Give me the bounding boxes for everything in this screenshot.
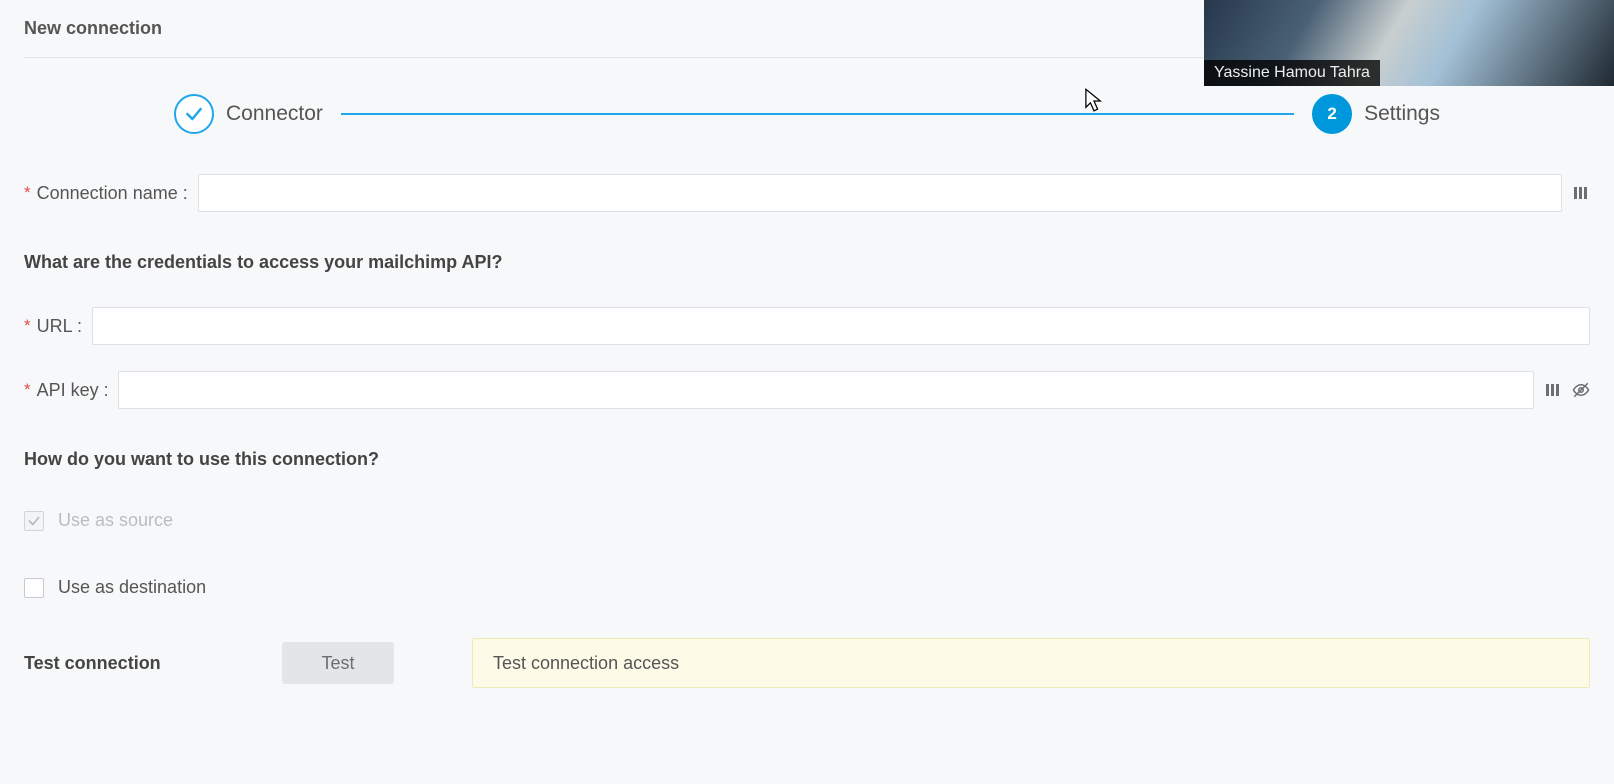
required-marker: * bbox=[24, 380, 31, 400]
step-connector[interactable]: Connector bbox=[174, 94, 323, 134]
url-label: URL : bbox=[37, 316, 82, 337]
step-settings[interactable]: 2 Settings bbox=[1312, 94, 1440, 134]
test-button[interactable]: Test bbox=[282, 642, 394, 684]
connection-name-input[interactable] bbox=[198, 174, 1562, 212]
video-overlay: Yassine Hamou Tahra bbox=[1204, 0, 1614, 86]
url-row: * URL : bbox=[24, 307, 1590, 345]
use-as-destination-checkbox[interactable] bbox=[24, 578, 44, 598]
step-settings-label: Settings bbox=[1364, 102, 1440, 126]
participant-name-tag: Yassine Hamou Tahra bbox=[1204, 60, 1380, 86]
test-connection-title: Test connection bbox=[24, 653, 282, 674]
connection-name-label: Connection name : bbox=[37, 183, 188, 204]
step-connector-label: Connector bbox=[226, 102, 323, 126]
columns-icon[interactable] bbox=[1572, 184, 1590, 202]
test-connection-row: Test connection Test Test connection acc… bbox=[24, 638, 1590, 688]
api-key-input[interactable] bbox=[118, 371, 1534, 409]
credentials-question: What are the credentials to access your … bbox=[24, 252, 1590, 273]
columns-icon[interactable] bbox=[1544, 381, 1562, 399]
step-connector-circle bbox=[174, 94, 214, 134]
step-settings-circle: 2 bbox=[1312, 94, 1352, 134]
use-as-destination-label: Use as destination bbox=[58, 577, 206, 598]
check-icon bbox=[184, 104, 204, 124]
usage-question: How do you want to use this connection? bbox=[24, 449, 1590, 470]
use-as-source-row: Use as source bbox=[24, 510, 1590, 531]
step-line bbox=[341, 113, 1294, 115]
required-marker: * bbox=[24, 183, 31, 203]
api-key-label: API key : bbox=[37, 380, 109, 401]
api-key-row: * API key : bbox=[24, 371, 1590, 409]
use-as-source-label: Use as source bbox=[58, 510, 173, 531]
eye-off-icon[interactable] bbox=[1572, 381, 1590, 399]
test-connection-message: Test connection access bbox=[472, 638, 1590, 688]
check-icon bbox=[27, 514, 41, 528]
use-as-destination-row: Use as destination bbox=[24, 577, 1590, 598]
use-as-source-checkbox bbox=[24, 511, 44, 531]
required-marker: * bbox=[24, 316, 31, 336]
url-input[interactable] bbox=[92, 307, 1590, 345]
connection-name-row: * Connection name : bbox=[24, 174, 1590, 212]
